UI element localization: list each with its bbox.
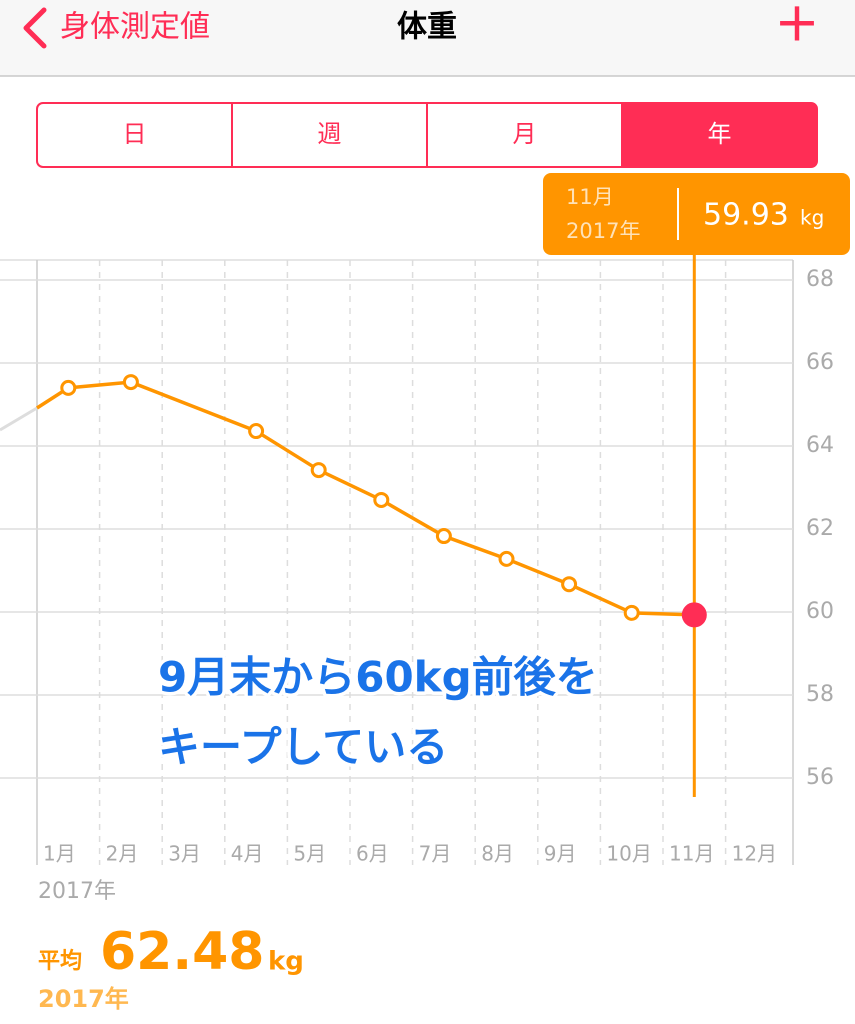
x-tick-label: 1月: [43, 842, 76, 866]
segment[interactable]: 月: [513, 120, 537, 148]
point: [435, 528, 452, 545]
x-tick-label: 6月: [356, 842, 389, 866]
point: [373, 491, 390, 508]
y-tick-label: 66: [806, 350, 834, 375]
tooltip: [543, 173, 850, 255]
line-segment: [317, 468, 383, 502]
x-tick-label: 12月: [732, 842, 777, 866]
nav-title: 体重: [397, 10, 457, 45]
point: [310, 462, 327, 479]
segmented-control: 日週月年: [36, 102, 818, 168]
point: [60, 379, 77, 396]
line-segment: [255, 429, 320, 472]
x-axis-year: 2017年: [38, 879, 116, 904]
tooltip-unit: kg: [800, 206, 824, 230]
point: [623, 604, 640, 621]
nav-bar: [0, 0, 855, 76]
back-button[interactable]: 身体測定値: [60, 10, 210, 45]
y-tick-label: 68: [806, 267, 834, 292]
point: [498, 550, 515, 567]
x-tick-label: 9月: [544, 842, 577, 866]
tooltip-year: 2017年: [566, 219, 640, 243]
x-tick-label: 8月: [481, 842, 514, 866]
x-tick-label: 3月: [168, 842, 201, 866]
x-tick-label: 5月: [293, 842, 326, 866]
tooltip-month: 11月: [566, 185, 614, 209]
add-button[interactable]: +: [774, 0, 819, 54]
annotation: キープしている: [158, 723, 448, 772]
y-tick-label: 56: [806, 765, 834, 790]
point: [122, 374, 139, 391]
tooltip-value: 59.93: [703, 198, 789, 233]
x-tick-label: 7月: [419, 842, 452, 866]
x-tick-label: 4月: [231, 842, 264, 866]
chart: 1月 2月 3月 4月 5月 6月 7月 8月 9月 10月 11月 12月 56 58 60 62 64 66 6…: [0, 173, 850, 866]
x-tick-label: 2月: [106, 842, 139, 866]
y-tick-label: 62: [806, 516, 834, 541]
line-segment: [68, 380, 132, 390]
prior-trace: [0, 406, 38, 432]
segment[interactable]: 年: [708, 120, 732, 148]
back-arrow[interactable]: [23, 7, 47, 49]
line-segment: [380, 498, 445, 538]
segment[interactable]: 日: [123, 120, 147, 148]
y-tick-label: 58: [806, 682, 834, 707]
y-tick-label: 60: [806, 599, 834, 624]
line-segment: [568, 582, 633, 615]
line-segment: [443, 534, 508, 561]
avg-value: 62.48: [100, 922, 264, 982]
x-tick-label: 11月: [669, 842, 714, 866]
line-segment: [505, 557, 570, 586]
line-segment: [130, 380, 257, 433]
point: [561, 576, 578, 593]
selected-point: [681, 602, 707, 628]
avg-label: 平均: [38, 948, 82, 974]
annotation: 9月末から60kg前後を: [158, 653, 598, 702]
segment[interactable]: 週: [318, 120, 342, 148]
avg-unit: kg: [268, 947, 304, 977]
point: [248, 423, 265, 440]
avg-period: 2017年: [38, 985, 129, 1013]
segment-selected: [622, 103, 817, 167]
y-tick-label: 64: [806, 433, 834, 458]
x-tick-label: 10月: [606, 842, 651, 866]
